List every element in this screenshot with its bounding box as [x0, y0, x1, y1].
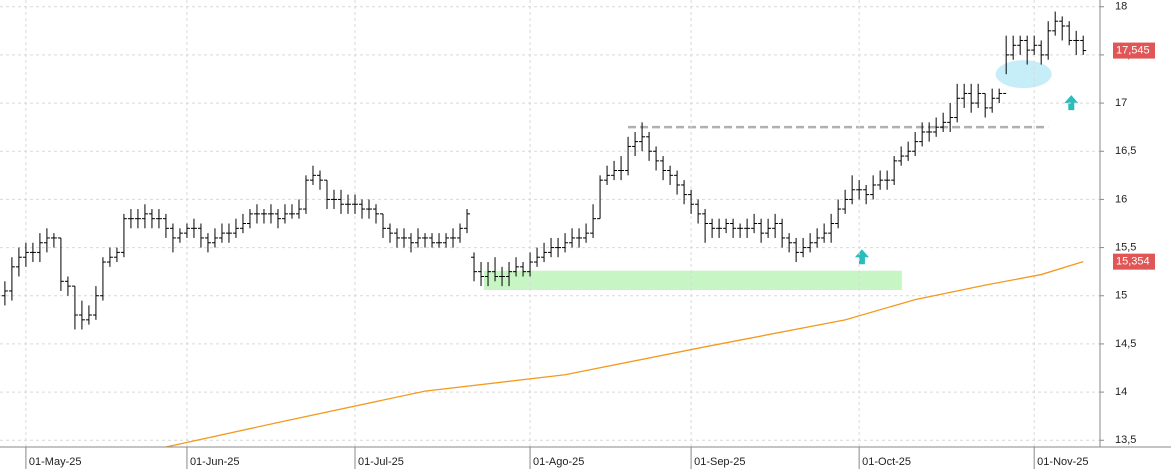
y-tick-label: 17: [1115, 97, 1127, 109]
arrow: [1064, 95, 1079, 111]
x-tick-label: 01-Ago-25: [533, 456, 584, 468]
background-layer: [483, 60, 1079, 290]
y-tick-label: 14: [1115, 386, 1127, 398]
highlight-ellipse: [995, 60, 1052, 89]
price-label-box: [1113, 42, 1155, 59]
support-zone: [483, 270, 902, 290]
arrow: [854, 249, 869, 265]
price-label: 15,354: [1116, 256, 1150, 268]
y-tick-label: 16: [1115, 193, 1127, 205]
y-tick-label: 15: [1115, 290, 1127, 302]
y-tick-label: 16,5: [1115, 145, 1136, 157]
x-tick-label: 01-Jul-25: [358, 456, 404, 468]
x-tick-label: 01-Jun-25: [190, 456, 240, 468]
plot-layer: [1, 11, 1087, 447]
grid-layer: [0, 0, 1100, 447]
x-tick-label: 01-Oct-25: [862, 456, 911, 468]
y-tick-label: 15,5: [1115, 241, 1136, 253]
x-tick-label: 01-Sep-25: [694, 456, 745, 468]
x-tick-label: 01-May-25: [29, 456, 82, 468]
y-tick-label: 18: [1115, 1, 1127, 13]
x-tick-label: 01-Nov-25: [1037, 456, 1088, 468]
price-label-box: [1113, 253, 1155, 270]
moving-average: [165, 261, 1084, 447]
price-label: 17,545: [1116, 44, 1150, 56]
y-tick-label: 14,5: [1115, 338, 1136, 350]
y-tick-label: 13,5: [1115, 434, 1136, 446]
